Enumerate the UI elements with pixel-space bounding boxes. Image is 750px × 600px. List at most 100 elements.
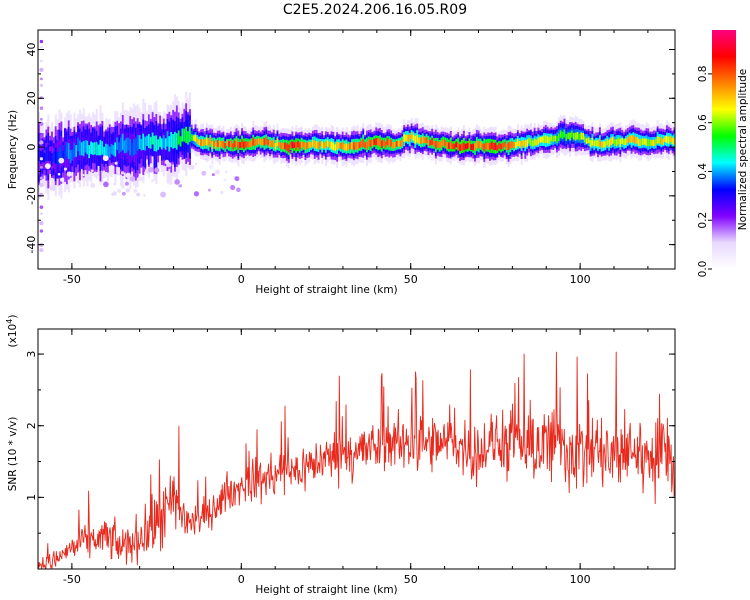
heatmap-cell xyxy=(311,140,314,147)
heatmap-cell xyxy=(88,131,91,156)
heatmap-x-tick-label: 0 xyxy=(238,273,245,286)
heatmap-cell xyxy=(610,137,613,146)
heatmap-speckle xyxy=(113,182,117,186)
heatmap-cell xyxy=(343,143,346,151)
heatmap-cell xyxy=(297,140,300,148)
heatmap-speckle xyxy=(40,117,43,121)
heatmap-cell xyxy=(229,140,232,148)
heatmap-y-tick-label: 40 xyxy=(25,43,38,57)
heatmap-speckle xyxy=(189,165,195,170)
heatmap-cell xyxy=(187,131,190,145)
heatmap-cell xyxy=(131,142,134,157)
heatmap-cell xyxy=(289,142,292,148)
heatmap-cell xyxy=(474,143,477,151)
heatmap-cell xyxy=(502,142,505,149)
heatmap-cell xyxy=(160,138,164,150)
heatmap-cell xyxy=(406,134,410,142)
heatmap-cell xyxy=(645,138,648,146)
heatmap-cell xyxy=(254,139,257,146)
heatmap-cell xyxy=(203,139,206,146)
heatmap-cell xyxy=(615,139,618,147)
heatmap-cell xyxy=(630,135,633,144)
heatmap-speckle xyxy=(214,169,220,175)
heatmap-speckle xyxy=(90,182,96,188)
heatmap-panel: -50 0 50 100 40 20 0 -20 -40 Height of straight l… xyxy=(7,29,676,296)
heatmap-cell xyxy=(116,137,119,150)
heatmap-cell xyxy=(256,138,259,146)
heatmap-speckle xyxy=(39,192,44,197)
chart-title: C2E5.2024.206.16.05.R09 xyxy=(282,2,468,18)
heatmap-cell xyxy=(175,133,178,150)
heatmap-cell xyxy=(526,139,529,147)
heatmap-cell xyxy=(548,137,551,144)
heatmap-cell xyxy=(62,150,65,162)
snr-x-tick-label: 0 xyxy=(238,573,245,586)
heatmap-cell xyxy=(127,138,130,164)
heatmap-cell xyxy=(67,143,70,160)
heatmap-cell xyxy=(324,141,328,149)
heatmap-cell xyxy=(509,141,512,149)
heatmap-speckle xyxy=(195,162,198,165)
heatmap-cell xyxy=(408,134,411,143)
heatmap-cell xyxy=(513,141,516,149)
heatmap-cell xyxy=(496,145,499,151)
heatmap-cell xyxy=(475,140,478,149)
heatmap-cell xyxy=(373,138,376,145)
heatmap-cell xyxy=(332,142,335,150)
heatmap-cell xyxy=(598,138,601,147)
heatmap-speckle xyxy=(112,191,117,196)
heatmap-cell xyxy=(379,138,382,147)
heatmap-speckle xyxy=(211,173,215,177)
heatmap-cell xyxy=(106,144,109,157)
heatmap-cell xyxy=(92,142,95,155)
heatmap-cell xyxy=(263,137,266,146)
heatmap-cell xyxy=(283,142,287,150)
heatmap-speckle xyxy=(82,173,85,177)
heatmap-x-axis-label: Height of straight line (km) xyxy=(255,284,397,296)
heatmap-cell xyxy=(101,141,104,155)
heatmap-cell xyxy=(77,137,80,152)
heatmap-cell xyxy=(351,141,354,150)
heatmap-cell xyxy=(671,137,674,144)
heatmap-cell xyxy=(563,129,566,138)
heatmap-cell xyxy=(477,141,480,149)
heatmap-speckle xyxy=(39,106,44,110)
snr-y-axis-label: SNR (10 * v/v) xyxy=(7,417,19,492)
heatmap-cell xyxy=(634,136,637,144)
heatmap-cell xyxy=(388,139,391,148)
heatmap-speckle xyxy=(179,159,185,165)
heatmap-cell xyxy=(235,139,238,147)
heatmap-cell xyxy=(125,138,128,153)
heatmap-speckle xyxy=(39,229,44,233)
snr-y-tick-label: 1 xyxy=(25,494,38,501)
heatmap-cell xyxy=(608,139,611,147)
snr-x-tick-label: 100 xyxy=(570,573,591,586)
heatmap-cell xyxy=(459,144,462,152)
heatmap-speckle xyxy=(174,179,180,185)
heatmap-cell xyxy=(488,142,492,151)
heatmap-cell xyxy=(295,142,298,150)
heatmap-cell xyxy=(228,141,231,148)
heatmap-cell xyxy=(578,133,581,141)
heatmap-cell xyxy=(451,143,454,150)
heatmap-cell xyxy=(159,136,162,148)
heatmap-speckle xyxy=(143,194,146,197)
heatmap-cell xyxy=(362,139,365,148)
heatmap-cell xyxy=(647,139,650,147)
heatmap-speckle xyxy=(125,188,130,193)
heatmap-cell xyxy=(613,139,616,146)
heatmap-speckle xyxy=(125,172,131,179)
heatmap-cell xyxy=(123,140,126,154)
heatmap-cell xyxy=(73,142,76,158)
heatmap-speckle xyxy=(39,83,44,88)
heatmap-cell xyxy=(352,142,355,151)
heatmap-speckle xyxy=(114,161,118,165)
heatmap-cell xyxy=(155,135,158,152)
snr-y-tick-label: 3 xyxy=(25,351,38,358)
heatmap-cell xyxy=(54,147,57,164)
heatmap-cell xyxy=(142,133,145,151)
heatmap-cell xyxy=(190,134,193,141)
heatmap-cell xyxy=(157,128,160,149)
heatmap-y-tick-label: -20 xyxy=(25,187,38,205)
heatmap-cell xyxy=(166,131,169,147)
